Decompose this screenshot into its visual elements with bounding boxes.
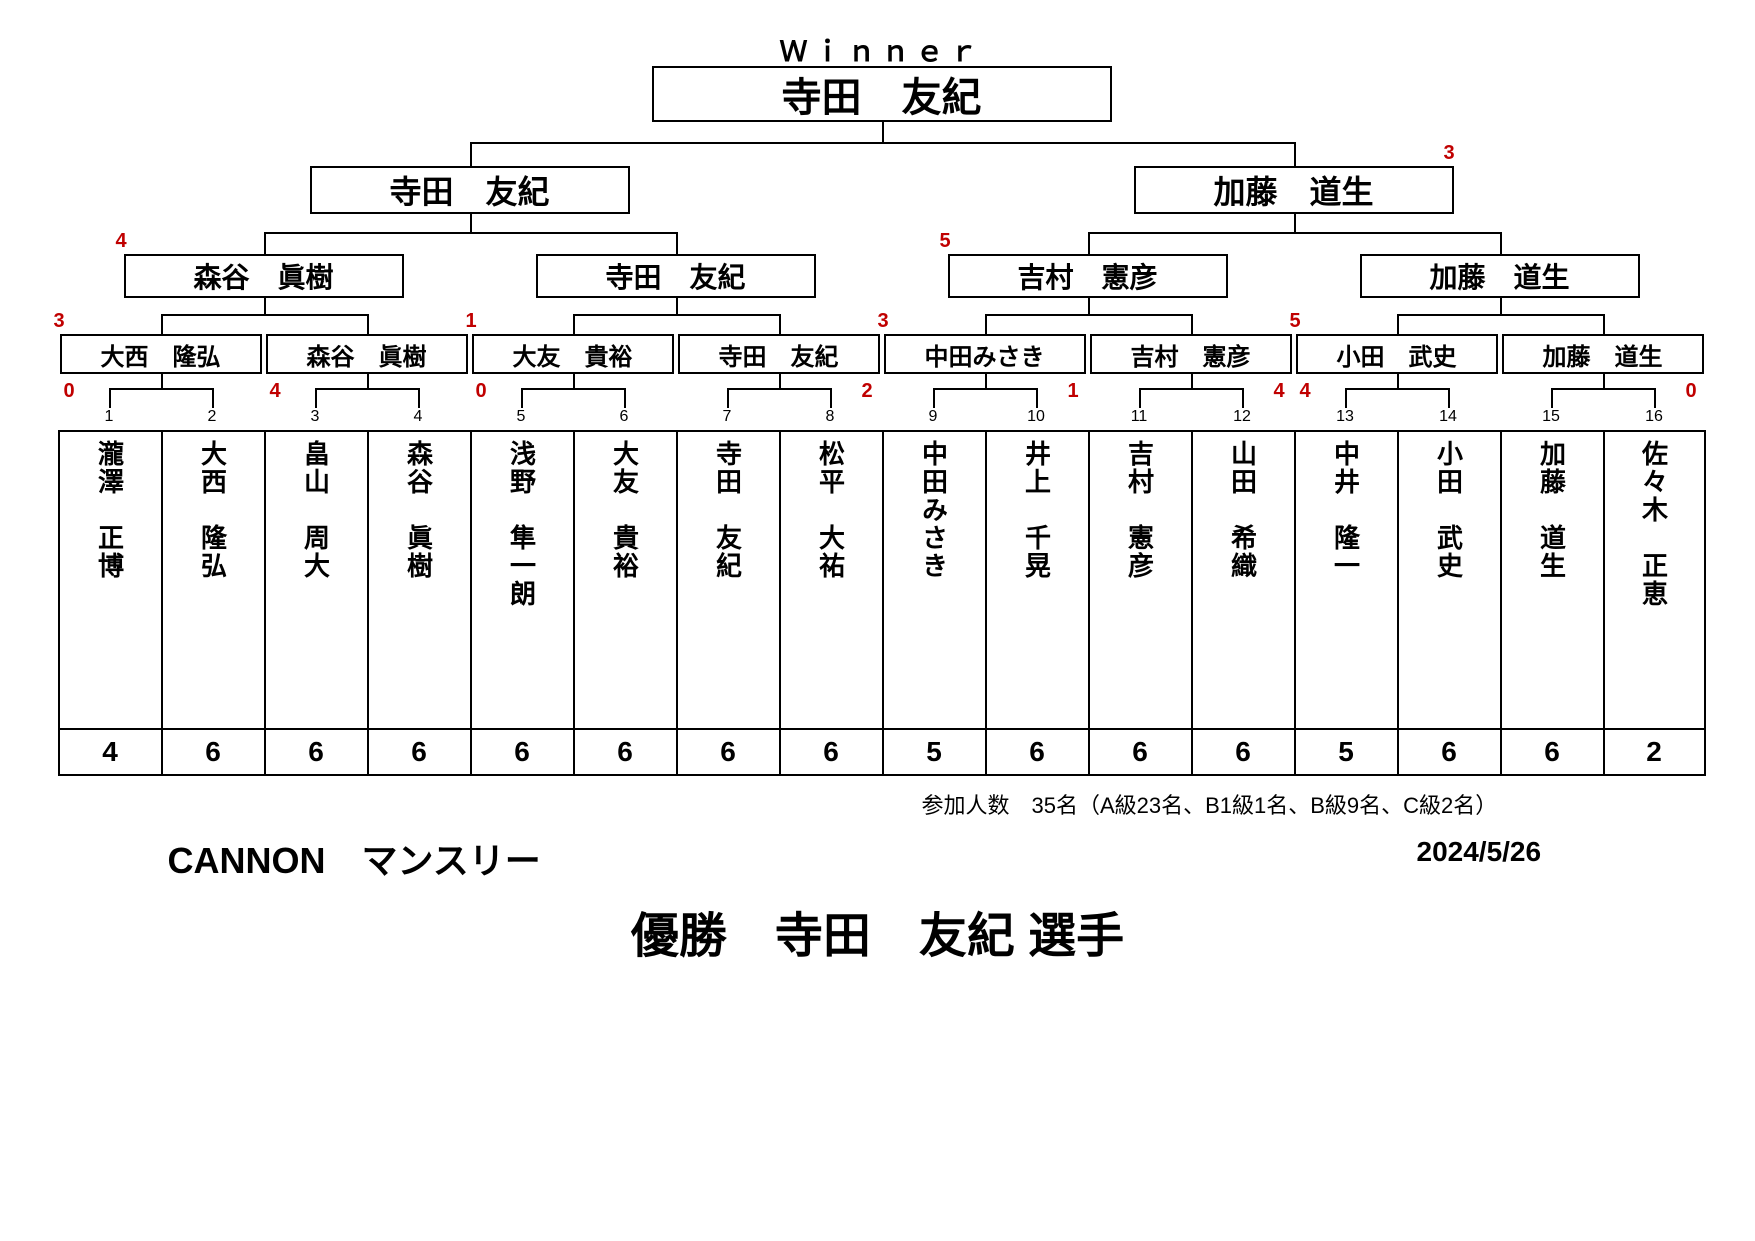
score-r32-0: 0 <box>64 380 75 403</box>
seed-5: 6 <box>584 408 664 426</box>
r16-7: 加藤 道生 <box>1502 334 1704 374</box>
quarter-3: 加藤 道生 <box>1360 254 1640 298</box>
final-winner: 寺田 友紀 <box>652 66 1112 122</box>
player-7: 松平 大祐 <box>779 430 882 730</box>
player-3: 森谷 眞樹 <box>367 430 470 730</box>
player-score-2: 6 <box>264 730 367 776</box>
player-6: 寺田 友紀 <box>676 430 779 730</box>
quarter-0: 森谷 眞樹 <box>124 254 404 298</box>
player-score-4: 6 <box>470 730 573 776</box>
quarter-1: 寺田 友紀 <box>536 254 816 298</box>
r16-2: 大友 貴裕 <box>472 334 674 374</box>
player-score-3: 6 <box>367 730 470 776</box>
player-11: 山田 希織 <box>1191 430 1294 730</box>
seed-3: 4 <box>378 408 458 426</box>
seed-2: 3 <box>275 408 355 426</box>
score-r16-2: 1 <box>466 310 477 333</box>
r16-4: 中田みさき <box>884 334 1086 374</box>
seed-14: 15 <box>1511 408 1591 426</box>
score-r32-12: 4 <box>1300 380 1311 403</box>
quarter-2: 吉村 憲彦 <box>948 254 1228 298</box>
player-12: 中井 隆一 <box>1294 430 1397 730</box>
seed-0: 1 <box>69 408 149 426</box>
date: 2024/5/26 <box>1417 836 1542 868</box>
score-r32-9: 1 <box>1068 380 1079 403</box>
seed-8: 9 <box>893 408 973 426</box>
player-score-8: 5 <box>882 730 985 776</box>
event-name: CANNON マンスリー <box>168 832 541 884</box>
winner-label: Ｗｉｎｎｅｒ <box>762 30 1002 70</box>
semi-1: 加藤 道生 <box>1134 166 1454 214</box>
player-4: 浅野 隼一朗 <box>470 430 573 730</box>
player-score-9: 6 <box>985 730 1088 776</box>
champion-line: 優勝 寺田 友紀 選手 <box>28 896 1728 966</box>
seed-12: 13 <box>1305 408 1385 426</box>
player-score-6: 6 <box>676 730 779 776</box>
r16-6: 小田 武史 <box>1296 334 1498 374</box>
seed-11: 12 <box>1202 408 1282 426</box>
score-q-0: 4 <box>116 230 127 253</box>
seed-7: 8 <box>790 408 870 426</box>
player-13: 小田 武史 <box>1397 430 1500 730</box>
r16-1: 森谷 眞樹 <box>266 334 468 374</box>
tournament-bracket: Ｗｉｎｎｅｒ寺田 友紀寺田 友紀加藤 道生3森谷 眞樹4寺田 友紀吉村 憲彦5加… <box>28 30 1728 976</box>
player-0: 瀧澤 正博 <box>58 430 161 730</box>
semi-0: 寺田 友紀 <box>310 166 630 214</box>
player-score-5: 6 <box>573 730 676 776</box>
player-8: 中田みさき <box>882 430 985 730</box>
score-r32-11: 4 <box>1274 380 1285 403</box>
player-score-11: 6 <box>1191 730 1294 776</box>
player-5: 大友 貴裕 <box>573 430 676 730</box>
score-q-2: 5 <box>940 230 951 253</box>
seed-15: 16 <box>1614 408 1694 426</box>
player-10: 吉村 憲彦 <box>1088 430 1191 730</box>
player-2: 畠山 周大 <box>264 430 367 730</box>
player-score-12: 5 <box>1294 730 1397 776</box>
player-score-14: 6 <box>1500 730 1603 776</box>
player-15: 佐々木 正恵 <box>1603 430 1706 730</box>
player-score-13: 6 <box>1397 730 1500 776</box>
player-score-0: 4 <box>58 730 161 776</box>
score-r32-7: 2 <box>862 380 873 403</box>
participant-note: 参加人数 35名（A級23名、B1級1名、B級9名、C級2名） <box>922 788 1498 820</box>
score-r16-4: 3 <box>878 310 889 333</box>
seed-4: 5 <box>481 408 561 426</box>
player-score-1: 6 <box>161 730 264 776</box>
score-semi-right: 3 <box>1444 142 1455 165</box>
seed-6: 7 <box>687 408 767 426</box>
seed-13: 14 <box>1408 408 1488 426</box>
player-score-10: 6 <box>1088 730 1191 776</box>
player-14: 加藤 道生 <box>1500 430 1603 730</box>
score-r16-0: 3 <box>54 310 65 333</box>
player-score-15: 2 <box>1603 730 1706 776</box>
score-r16-6: 5 <box>1290 310 1301 333</box>
player-1: 大西 隆弘 <box>161 430 264 730</box>
r16-0: 大西 隆弘 <box>60 334 262 374</box>
player-9: 井上 千晃 <box>985 430 1088 730</box>
r16-5: 吉村 憲彦 <box>1090 334 1292 374</box>
seed-1: 2 <box>172 408 252 426</box>
score-r32-4: 0 <box>476 380 487 403</box>
player-score-7: 6 <box>779 730 882 776</box>
seed-10: 11 <box>1099 408 1179 426</box>
r16-3: 寺田 友紀 <box>678 334 880 374</box>
score-r32-15: 0 <box>1686 380 1697 403</box>
seed-9: 10 <box>996 408 1076 426</box>
score-r32-2: 4 <box>270 380 281 403</box>
